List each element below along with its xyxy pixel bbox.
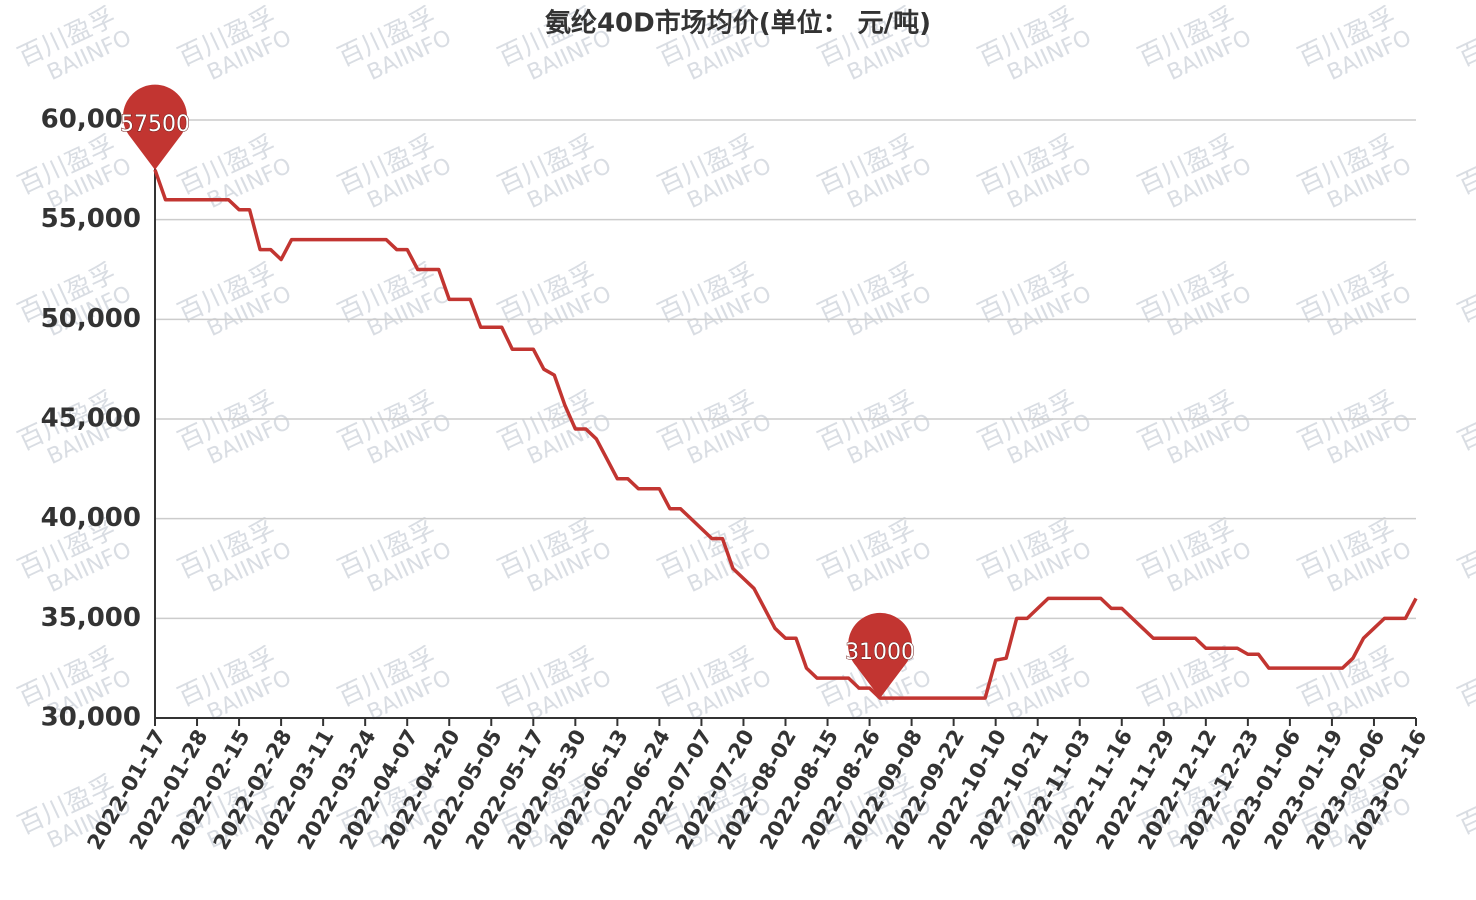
watermark-text: 百川盈孚 [1453,642,1476,713]
y-tick-label: 45,000 [41,404,141,434]
watermark-text: 百川盈孚 [1453,386,1476,457]
y-tick-label: 50,000 [41,304,141,334]
y-tick-label: 40,000 [41,503,141,533]
mark-pin [123,84,187,170]
watermark-text: 百川盈孚 [1453,2,1476,73]
watermark-text: 百川盈孚 [1453,514,1476,585]
watermark-text: 百川盈孚 [1453,258,1476,329]
pin-label: 57500 [120,112,190,137]
watermark-text: 百川盈孚 [1453,770,1476,841]
mark-pin [848,612,913,699]
chart-title: 氨纶40D市场均价(单位： 元/吨) [545,8,931,39]
y-tick-label: 35,000 [41,603,141,633]
line [153,169,1418,700]
pin-label: 31000 [845,640,915,665]
watermark-text: 百川盈孚 [1453,130,1476,201]
y-tick-label: 55,000 [41,204,141,234]
y-tick-label: 30,000 [41,703,141,733]
